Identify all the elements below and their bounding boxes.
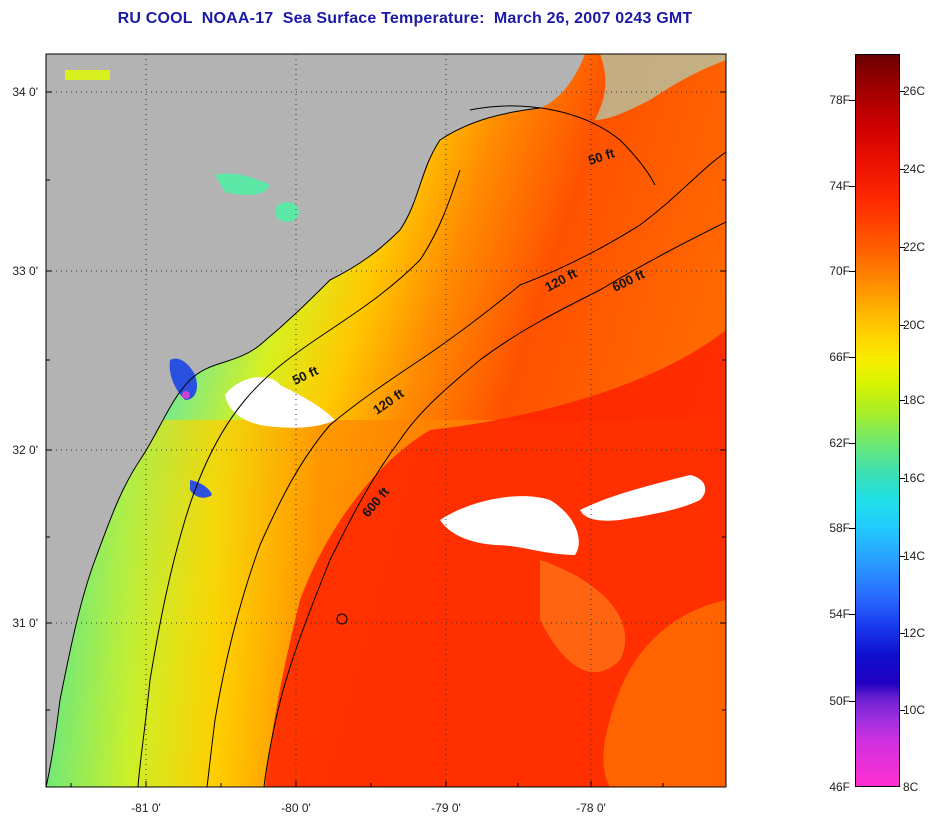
colorbar-label-c: 8C [903, 780, 919, 794]
colorbar-label-f: 50F [829, 694, 850, 708]
colorbar-label-f: 74F [829, 179, 850, 193]
colorbar-label-c: 26C [903, 84, 926, 98]
isobath-120ft [206, 151, 726, 787]
colorbar-label-c: 18C [903, 393, 926, 407]
colorbar-label-f: 54F [829, 607, 850, 621]
isobath-600ft [263, 221, 726, 787]
longitude-label: -79 0' [431, 801, 461, 815]
temperature-colorbar [855, 54, 900, 787]
gulf-stream-core [265, 330, 726, 787]
map-frame [45, 53, 727, 788]
colorbar-label-c: 24C [903, 162, 926, 176]
colorbar-label-f: 70F [829, 264, 850, 278]
colorbar-label-f: 58F [829, 521, 850, 535]
colorbar-label-c: 20C [903, 318, 926, 332]
colorbar-label-c: 14C [903, 549, 926, 563]
longitude-label: -81 0' [131, 801, 161, 815]
cloud-patch [440, 496, 579, 555]
colorbar-label-f: 62F [829, 436, 850, 450]
land-mass [46, 54, 585, 787]
latitude-label: 31 0' [12, 616, 38, 630]
colorbar-label-f: 78F [829, 93, 850, 107]
colorbar-label-c: 10C [903, 703, 926, 717]
colorbar-label-c: 16C [903, 471, 926, 485]
colorbar-label-c: 12C [903, 626, 926, 640]
cloud-patch [580, 475, 706, 521]
latitude-label: 33 0' [12, 264, 38, 278]
longitude-label: -78 0' [576, 801, 606, 815]
coastline [46, 107, 541, 787]
latitude-label: 32 0' [12, 443, 38, 457]
colorbar-label-f: 46F [829, 780, 850, 794]
colorbar-label-c: 22C [903, 240, 926, 254]
isobath-50ft [137, 105, 656, 787]
colorbar-label-f: 66F [829, 350, 850, 364]
longitude-label: -80 0' [281, 801, 311, 815]
map-title: RU COOL NOAA-17 Sea Surface Temperature:… [117, 10, 693, 27]
cloud-patch [225, 377, 335, 428]
latitude-label: 34 0' [12, 85, 38, 99]
